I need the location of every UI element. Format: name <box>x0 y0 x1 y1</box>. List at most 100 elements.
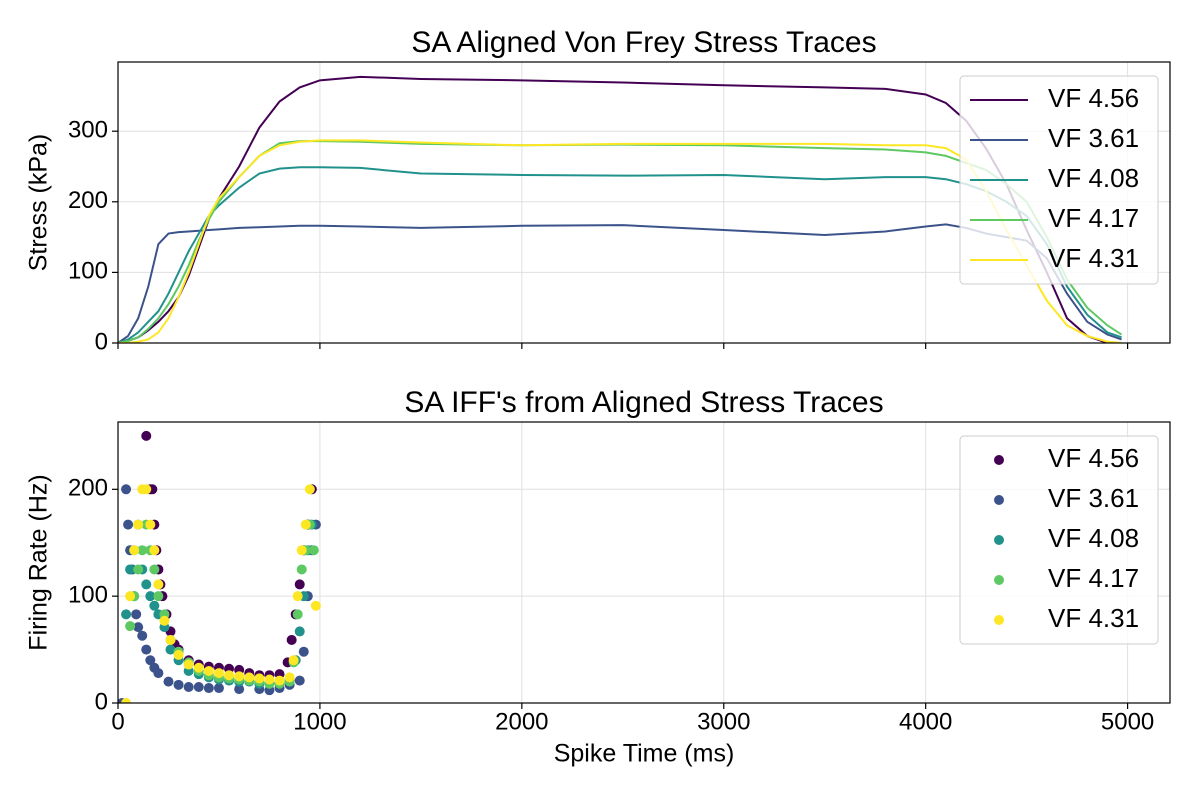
point <box>304 484 315 495</box>
legend-label: VF 4.08 <box>1048 523 1139 553</box>
legend-box <box>959 75 1159 285</box>
y-axis-label: Firing Rate (Hz) <box>25 474 53 650</box>
plot-area <box>118 430 321 703</box>
point <box>159 615 170 626</box>
y-tick-label: 200 <box>68 475 108 502</box>
point <box>165 634 176 645</box>
legend-label: VF 4.17 <box>1048 563 1139 593</box>
point <box>165 644 176 655</box>
point <box>141 430 152 441</box>
legend-label: VF 4.56 <box>1048 83 1139 113</box>
point <box>141 484 152 495</box>
point <box>125 564 136 575</box>
point <box>203 683 214 694</box>
point <box>123 519 134 530</box>
point <box>234 671 245 682</box>
legend-label: VF 3.61 <box>1048 123 1139 153</box>
point <box>193 662 204 673</box>
y-tick-label: 200 <box>68 187 108 214</box>
point <box>125 591 136 602</box>
point <box>274 675 285 686</box>
point <box>203 665 214 676</box>
point <box>121 698 132 703</box>
point <box>296 545 307 556</box>
chart-title: SA IFF's from Aligned Stress Traces <box>404 386 883 419</box>
point <box>131 609 142 620</box>
point <box>121 609 132 620</box>
x-tick-label: 2000 <box>495 708 548 735</box>
legend-box <box>959 435 1159 645</box>
point <box>133 622 144 633</box>
point <box>183 681 194 692</box>
point <box>294 579 305 590</box>
point <box>145 655 156 666</box>
point <box>121 484 132 495</box>
x-tick-label: 1000 <box>293 708 346 735</box>
y-tick-label: 100 <box>68 258 108 285</box>
point <box>296 564 307 575</box>
y-tick-label: 100 <box>68 581 108 608</box>
point <box>183 659 194 670</box>
x-tick-label: 0 <box>111 708 124 735</box>
point <box>292 609 303 620</box>
plot-frame <box>117 421 1171 704</box>
point <box>213 683 224 694</box>
legend-label: VF 3.61 <box>1048 483 1139 513</box>
point <box>149 600 160 611</box>
point <box>213 668 224 679</box>
y-tick-label: 0 <box>95 688 108 715</box>
legend-swatch <box>994 455 1004 465</box>
point <box>141 644 152 655</box>
point <box>153 668 164 679</box>
point <box>149 545 160 556</box>
point <box>133 564 144 575</box>
point <box>308 545 319 556</box>
legend-label: VF 4.08 <box>1048 163 1139 193</box>
point <box>264 674 275 685</box>
point <box>284 672 295 683</box>
legend-swatch <box>994 495 1004 505</box>
legend-label: VF 4.31 <box>1048 603 1139 633</box>
point <box>234 684 245 695</box>
x-tick-label: 4000 <box>899 708 952 735</box>
point <box>173 649 184 660</box>
point <box>153 591 164 602</box>
point <box>129 545 140 556</box>
point <box>298 646 309 657</box>
chart-title: SA Aligned Von Frey Stress Traces <box>411 26 876 59</box>
point <box>145 519 156 530</box>
point <box>292 591 303 602</box>
y-tick-label: 0 <box>95 328 108 355</box>
legend-swatch <box>994 575 1004 585</box>
point <box>286 634 297 645</box>
x-tick-label: 5000 <box>1101 708 1154 735</box>
point <box>294 626 305 637</box>
point <box>141 579 152 590</box>
point <box>300 519 311 530</box>
y-tick-label: 300 <box>68 117 108 144</box>
y-axis-label: Stress (kPa) <box>25 134 53 272</box>
point <box>137 630 148 641</box>
legend-swatch <box>994 535 1004 545</box>
point <box>163 676 174 687</box>
point <box>133 519 144 530</box>
plot-frame <box>117 61 1171 344</box>
point <box>310 600 321 611</box>
point <box>244 672 255 683</box>
point <box>125 621 136 632</box>
point <box>153 579 164 590</box>
point <box>254 673 265 684</box>
legend-label: VF 4.31 <box>1048 243 1139 273</box>
point <box>173 679 184 690</box>
point <box>224 670 235 681</box>
legend-swatch <box>994 615 1004 625</box>
point <box>137 545 148 556</box>
point <box>149 564 160 575</box>
x-axis-label: Spike Time (ms) <box>554 740 735 768</box>
legend-label: VF 4.17 <box>1048 203 1139 233</box>
point <box>145 591 156 602</box>
point <box>294 675 305 686</box>
x-tick-label: 3000 <box>697 708 750 735</box>
